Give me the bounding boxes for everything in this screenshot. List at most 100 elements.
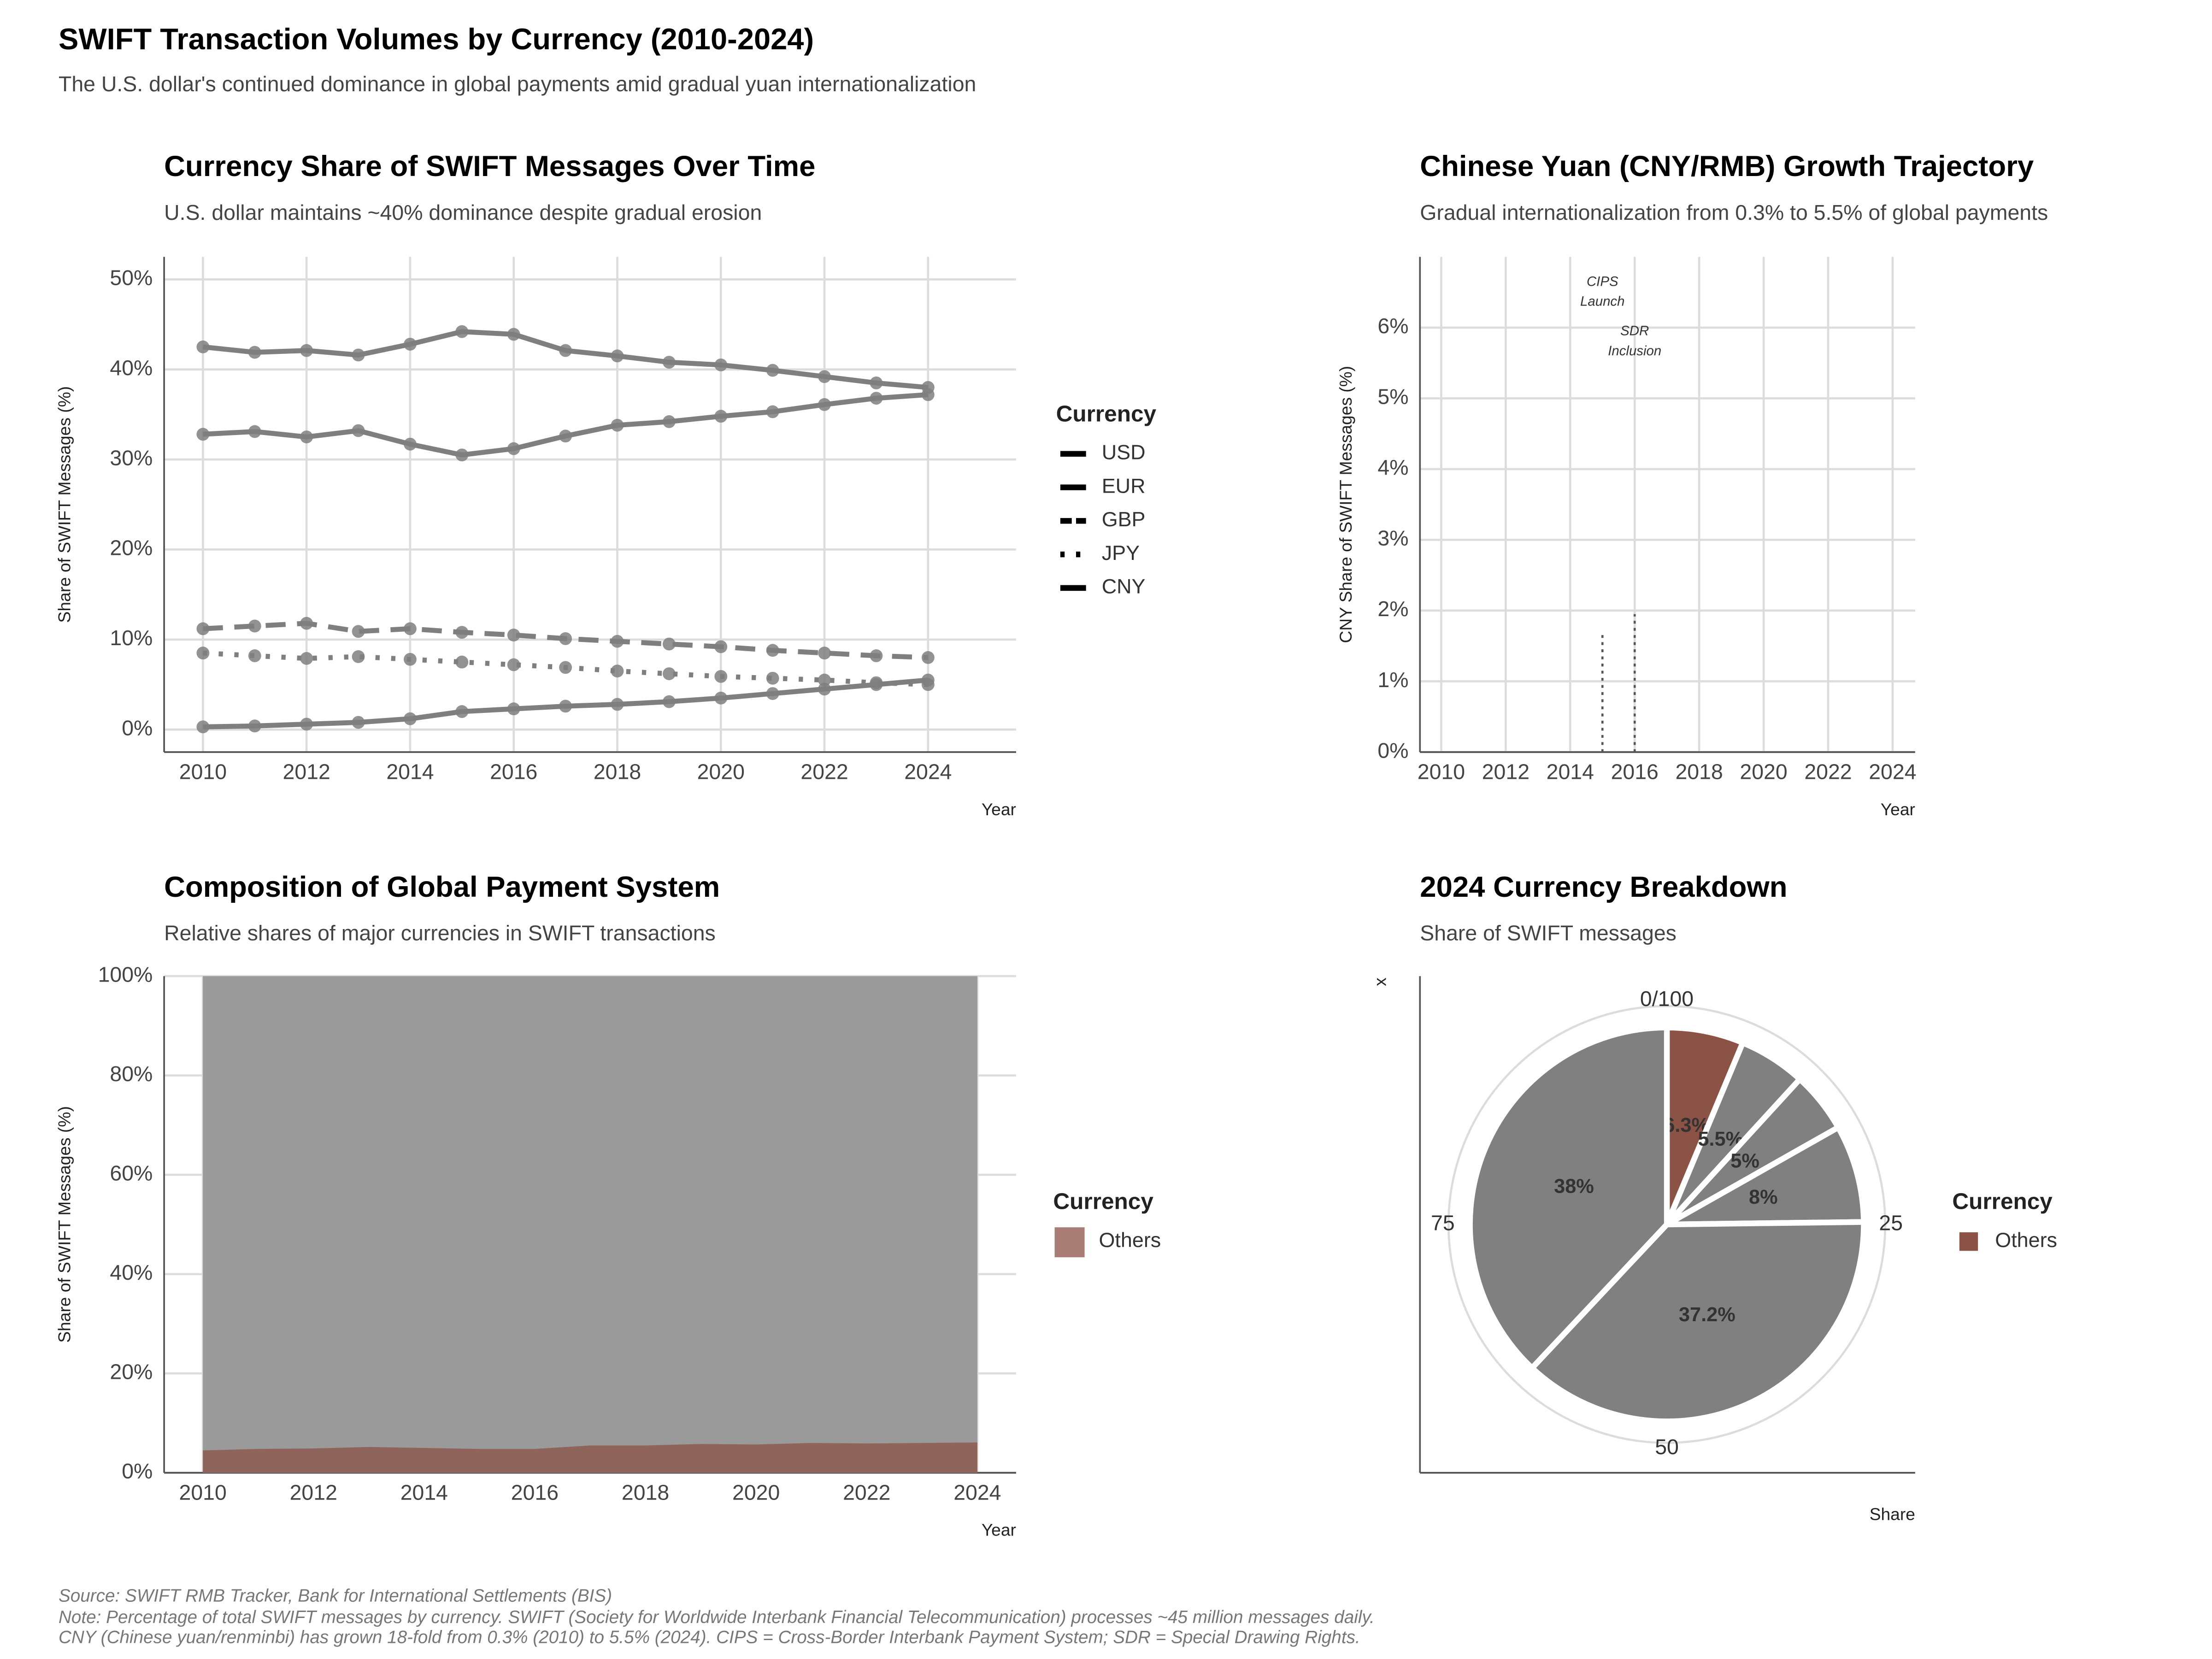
y-axis-label: Share of SWIFT Messages (%) <box>54 1106 74 1342</box>
data-point <box>300 718 313 731</box>
x-tick-label: 2020 <box>697 760 745 784</box>
x-tick-label: 2012 <box>290 1481 337 1505</box>
y-axis-label: Share <box>1870 1505 1915 1524</box>
data-point <box>714 410 728 423</box>
data-point <box>352 424 365 437</box>
y-tick-label: 3% <box>1377 526 1408 550</box>
data-point <box>559 632 572 645</box>
data-point <box>611 665 624 678</box>
data-point <box>300 344 313 357</box>
data-point <box>818 647 831 660</box>
legend-label: Others <box>1099 1228 1161 1252</box>
data-point <box>455 448 469 462</box>
data-point <box>507 702 520 716</box>
x-tick-label: 2018 <box>594 760 641 784</box>
data-point <box>818 370 831 383</box>
x-axis-label: x <box>1370 977 1389 986</box>
pie-slice <box>1467 1024 1670 1372</box>
value-label: 38% <box>1554 1176 1594 1198</box>
footer-line: Source: SWIFT RMB Tracker, Bank for Inte… <box>59 1586 612 1606</box>
data-point <box>404 653 417 666</box>
data-point <box>921 673 935 687</box>
y-tick-label: 60% <box>110 1161 153 1185</box>
data-point <box>714 640 728 653</box>
data-point <box>352 348 365 362</box>
data-point <box>714 691 728 705</box>
x-tick-label: 2020 <box>1740 760 1787 784</box>
panel-subtitle: U.S. dollar maintains ~40% dominance des… <box>164 200 762 224</box>
data-point <box>248 425 261 438</box>
data-point <box>921 388 935 401</box>
data-point <box>507 328 520 341</box>
x-tick-label: 2012 <box>283 760 330 784</box>
legend-label: CNY <box>1102 575 1146 598</box>
data-point <box>248 649 261 662</box>
area-remainder <box>203 976 977 1473</box>
panel-title: Currency Share of SWIFT Messages Over Ti… <box>164 150 815 182</box>
y-tick-label: 2% <box>1377 597 1408 621</box>
x-tick-label: 2022 <box>1804 760 1852 784</box>
x-axis-label: Year <box>982 800 1016 819</box>
x-axis-label: Year <box>982 1520 1016 1540</box>
data-point <box>662 637 676 651</box>
data-point <box>870 392 883 405</box>
data-point <box>559 661 572 674</box>
x-tick-label: 2024 <box>904 760 952 784</box>
data-point <box>300 652 313 665</box>
data-point <box>662 415 676 428</box>
data-point <box>455 655 469 669</box>
data-point <box>818 398 831 411</box>
data-point <box>559 429 572 443</box>
x-tick-label: 2014 <box>400 1481 448 1505</box>
data-point <box>507 629 520 641</box>
data-point <box>455 705 469 718</box>
x-tick-label: 2022 <box>843 1481 890 1505</box>
data-point <box>766 687 779 700</box>
x-tick-label: 2024 <box>1869 760 1916 784</box>
panel-title: Chinese Yuan (CNY/RMB) Growth Trajectory <box>1420 150 2034 182</box>
panel-title: Composition of Global Payment System <box>164 871 720 903</box>
data-point <box>870 649 883 662</box>
theta-tick-label: 0/100 <box>1640 987 1694 1011</box>
y-tick-label: 100% <box>98 962 153 986</box>
x-tick-label: 2012 <box>1482 760 1530 784</box>
y-axis-label: CNY Share of SWIFT Messages (%) <box>1336 366 1355 643</box>
data-point <box>196 720 210 734</box>
y-tick-label: 0% <box>122 1459 153 1483</box>
annotation-label: Inclusion <box>1608 343 1661 359</box>
area <box>203 1442 977 1473</box>
legend-key <box>1054 1227 1085 1258</box>
y-tick-label: 0% <box>1377 738 1408 762</box>
data-point <box>248 619 261 633</box>
x-tick-label: 2016 <box>511 1481 559 1505</box>
data-point <box>766 364 779 377</box>
legend-label: JPY <box>1102 541 1140 565</box>
x-tick-label: 2014 <box>1547 760 1594 784</box>
y-tick-label: 1% <box>1377 668 1408 692</box>
y-tick-label: 80% <box>110 1062 153 1086</box>
y-tick-label: 10% <box>110 626 153 650</box>
data-point <box>766 405 779 418</box>
data-point <box>714 670 728 683</box>
data-point <box>818 673 831 687</box>
theta-tick-label: 50 <box>1655 1435 1679 1459</box>
y-tick-label: 50% <box>110 266 153 290</box>
data-point <box>507 658 520 671</box>
data-point <box>300 617 313 630</box>
value-label: 5% <box>1730 1150 1759 1172</box>
x-tick-label: 2018 <box>622 1481 669 1505</box>
data-point <box>196 622 210 635</box>
data-point <box>818 682 831 696</box>
panel-title: 2024 Currency Breakdown <box>1420 871 1787 903</box>
x-tick-label: 2010 <box>179 760 227 784</box>
data-point <box>196 340 210 353</box>
data-point <box>248 346 261 359</box>
legend-title: Currency <box>1053 1189 1153 1214</box>
theta-tick-label: 75 <box>1431 1211 1455 1235</box>
annotation-label: SDR <box>1620 324 1649 339</box>
theta-tick-label: 25 <box>1879 1211 1903 1235</box>
y-tick-label: 4% <box>1377 455 1408 479</box>
data-point <box>662 667 676 680</box>
data-point <box>611 698 624 711</box>
